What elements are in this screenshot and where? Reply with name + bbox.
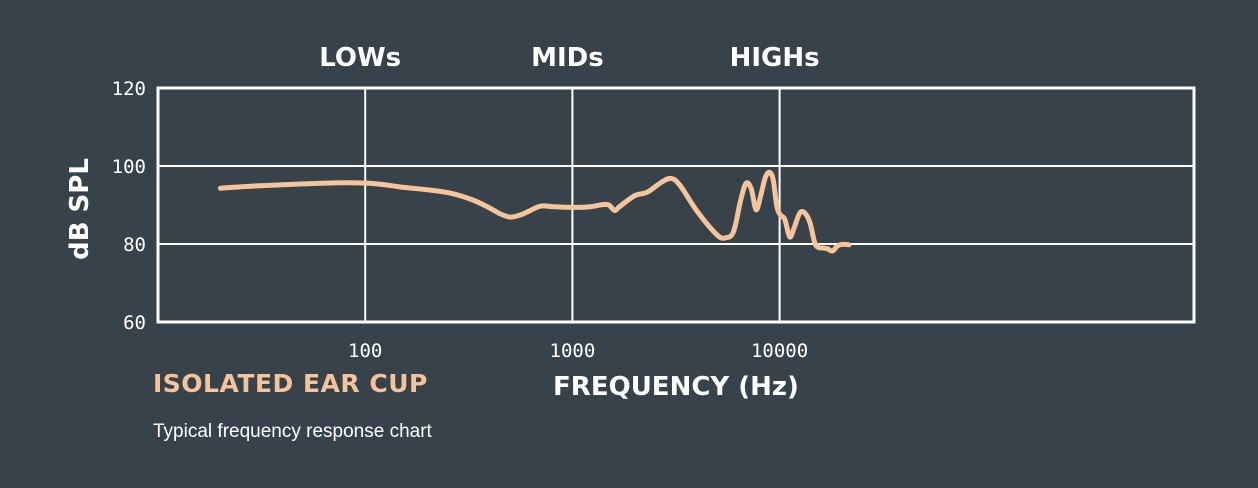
y-tick-label-120: 120	[112, 78, 146, 100]
x-axis-title: FREQUENCY (Hz)	[553, 372, 799, 402]
y-tick-label-100: 100	[112, 156, 146, 178]
chart-subtitle: Typical frequency response chart	[153, 421, 432, 442]
y-tick-label-80: 80	[123, 234, 146, 256]
band-label-lows: LOWs	[319, 43, 401, 73]
chart-title: ISOLATED EAR CUP	[153, 369, 428, 398]
frequency-response-line	[217, 169, 852, 254]
y-axis-title: dB SPL	[65, 158, 95, 260]
band-label-highs: HIGHs	[730, 43, 820, 73]
x-tick-label-100: 100	[348, 340, 382, 362]
plot-frame	[156, 86, 1196, 324]
y-tick-label-60: 60	[123, 312, 146, 334]
band-label-mids: MIDs	[531, 43, 604, 73]
x-tick-label-1000: 1000	[550, 340, 596, 362]
x-tick-label-10000: 10000	[751, 340, 808, 362]
